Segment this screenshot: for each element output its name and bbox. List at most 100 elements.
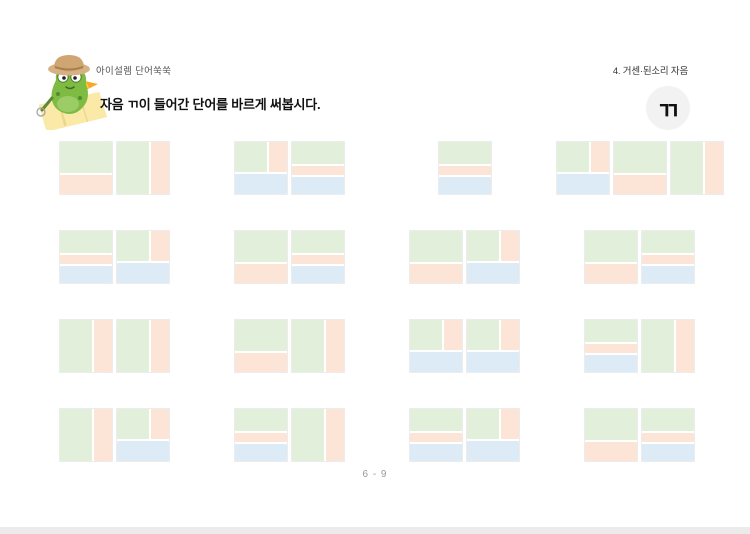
initial-consonant-area — [60, 409, 92, 461]
vowel-area — [613, 175, 666, 194]
target-consonant-label: ㄲ — [656, 97, 680, 125]
syllable-box-cvc_h — [59, 230, 113, 284]
word-template-grid — [27, 141, 727, 497]
vowel-area — [235, 433, 287, 442]
initial-consonant-area — [117, 231, 149, 261]
brand-title: 아이설렘 단어쑥쑥 — [96, 66, 172, 77]
final-consonant-area — [467, 352, 519, 372]
syllable-box-cv_v — [116, 319, 170, 373]
word-block — [409, 319, 520, 373]
initial-consonant-area — [235, 409, 287, 431]
final-consonant-area — [467, 441, 519, 461]
syllable-box-cv_h — [234, 230, 288, 284]
vowel-area — [235, 264, 287, 283]
syllable-box-cv_h — [584, 230, 638, 284]
syllable-box-cv_v — [291, 319, 345, 373]
word-block — [234, 230, 345, 284]
grid-cell — [377, 408, 552, 497]
vowel-area — [444, 320, 462, 350]
initial-consonant-area — [642, 231, 694, 253]
final-consonant-area — [235, 444, 287, 461]
grid-cell — [552, 319, 727, 408]
initial-consonant-area — [60, 231, 112, 253]
syllable-box-cvc_v — [466, 319, 520, 373]
syllable-box-cv_v — [669, 141, 724, 195]
vowel-area — [94, 409, 112, 461]
vowel-area — [326, 409, 344, 461]
initial-consonant-area — [117, 320, 149, 372]
initial-consonant-area — [117, 142, 149, 194]
initial-consonant-area — [467, 320, 499, 350]
instruction-text: 자음 ㄲ이 들어간 단어를 바르게 써봅시다. — [100, 97, 321, 112]
final-consonant-area — [117, 263, 169, 283]
initial-consonant-area — [292, 409, 324, 461]
vowel-area — [410, 433, 462, 442]
vowel-area — [235, 353, 287, 372]
initial-consonant-area — [585, 409, 637, 440]
final-consonant-area — [117, 441, 169, 461]
initial-consonant-area — [235, 142, 267, 172]
syllable-box-cvc_h — [641, 408, 695, 462]
grid-cell — [202, 408, 377, 497]
syllable-box-cvc_v — [466, 230, 520, 284]
grid-cell — [377, 230, 552, 319]
initial-consonant-area — [438, 142, 491, 164]
vowel-area — [438, 166, 491, 175]
initial-consonant-area — [235, 320, 287, 351]
grid-cell — [552, 408, 727, 497]
vowel-area — [501, 231, 519, 261]
page-bottom-edge — [0, 527, 750, 534]
vowel-area — [269, 142, 287, 172]
vowel-area — [151, 409, 169, 439]
final-consonant-area — [410, 444, 462, 461]
initial-consonant-area — [585, 320, 637, 342]
syllable-box-cv_h — [59, 141, 113, 195]
vowel-area — [642, 433, 694, 442]
vowel-area — [94, 320, 112, 372]
initial-consonant-area — [60, 142, 112, 173]
vowel-area — [642, 255, 694, 264]
target-consonant-badge: ㄲ — [646, 86, 690, 130]
vowel-area — [585, 344, 637, 353]
initial-consonant-area — [117, 409, 149, 439]
syllable-box-cvc_h — [641, 230, 695, 284]
final-consonant-area — [467, 263, 519, 283]
initial-consonant-area — [410, 320, 442, 350]
grid-cell — [27, 408, 202, 497]
grid-cell — [202, 319, 377, 408]
vowel-area — [292, 255, 344, 264]
vowel-area — [410, 264, 462, 283]
initial-consonant-area — [613, 142, 666, 173]
vowel-area — [151, 320, 169, 372]
syllable-box-cv_v — [59, 408, 113, 462]
word-block — [409, 230, 520, 284]
syllable-box-cv_h — [584, 408, 638, 462]
syllable-box-cvc_h — [584, 319, 638, 373]
final-consonant-area — [410, 352, 462, 372]
vowel-area — [60, 255, 112, 264]
syllable-box-cvc_h — [234, 408, 288, 462]
initial-consonant-area — [292, 231, 344, 253]
word-block — [234, 408, 345, 462]
grid-cell — [27, 230, 202, 319]
final-consonant-area — [438, 177, 491, 194]
initial-consonant-area — [585, 231, 637, 262]
vowel-area — [590, 142, 609, 172]
initial-consonant-area — [642, 409, 694, 431]
final-consonant-area — [60, 266, 112, 283]
grid-cell — [202, 141, 377, 230]
word-block — [409, 408, 520, 462]
vowel-area — [676, 320, 694, 372]
initial-consonant-area — [670, 142, 703, 194]
vowel-area — [151, 231, 169, 261]
chapter-title: 4. 거센·된소리 자음 — [612, 66, 688, 77]
syllable-box-cv_v — [641, 319, 695, 373]
final-consonant-area — [292, 266, 344, 283]
vowel-area — [585, 264, 637, 283]
grid-cell — [377, 319, 552, 408]
initial-consonant-area — [235, 231, 287, 262]
word-block — [59, 141, 170, 195]
word-block — [584, 408, 695, 462]
grid-cell — [552, 141, 727, 230]
word-block — [59, 408, 170, 462]
